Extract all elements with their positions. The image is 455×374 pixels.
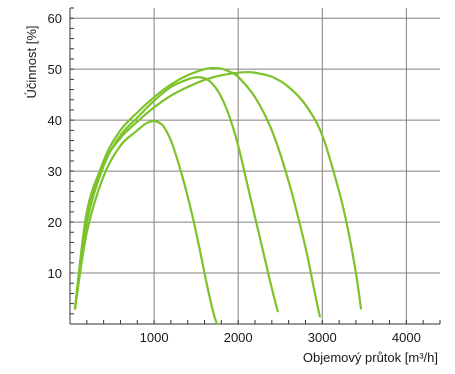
x-axis-title: Objemový průtok [m³/h] [303,350,438,365]
y-tick-label: 10 [48,266,62,281]
x-tick-label: 3000 [308,330,337,345]
efficiency-curve-1 [73,119,219,326]
ticks: 10 20 30 40 50 60 1000 2000 3000 4000 [48,11,421,345]
y-tick-label: 60 [48,11,62,26]
y-tick-label: 20 [48,215,62,230]
axes [69,7,441,325]
y-tick-label: 50 [48,62,62,77]
y-axis-title: Účinnost [%] [24,26,39,99]
efficiency-curve-3 [73,67,321,318]
grid [70,8,440,324]
x-tick-label: 1000 [140,330,169,345]
y-tick-label: 30 [48,164,62,179]
series-group [73,67,363,326]
y-tick-label: 40 [48,113,62,128]
efficiency-curve-4 [73,71,363,310]
efficiency-curve-2 [73,76,279,313]
x-tick-label: 2000 [224,330,253,345]
x-tick-label: 4000 [392,330,421,345]
